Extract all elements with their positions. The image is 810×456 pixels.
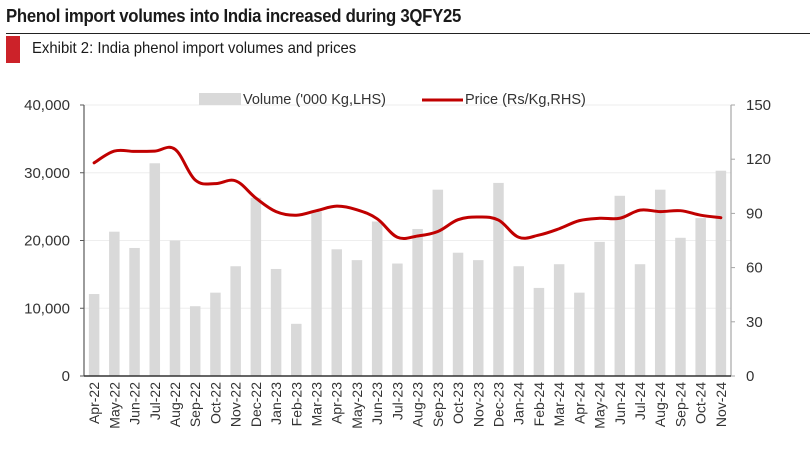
volume-bar xyxy=(250,197,262,376)
legend-volume-label: Volume ('000 Kg,LHS) xyxy=(243,92,386,108)
axes xyxy=(80,104,735,377)
volume-bar xyxy=(533,287,545,376)
x-tick-label: Dec-23 xyxy=(490,382,506,427)
volume-bar xyxy=(311,211,322,376)
x-tick-label: Oct-24 xyxy=(693,382,709,424)
y-right-tick-label: 30 xyxy=(746,314,763,331)
volume-bar xyxy=(614,195,626,376)
volume-bar xyxy=(392,263,403,376)
headline-divider xyxy=(6,33,810,34)
volume-bar xyxy=(331,249,342,376)
volume-bar xyxy=(493,182,504,376)
x-tick-label: Jan-23 xyxy=(268,382,284,425)
y-left-tick-label: 0 xyxy=(62,368,70,385)
volume-bar xyxy=(169,240,181,376)
x-tick-label: Sep-23 xyxy=(430,382,446,427)
x-tick-label: Aug-23 xyxy=(410,382,426,427)
volume-bar xyxy=(574,292,585,376)
x-tick-labels: Apr-22 May-22 Jun-22 Jul-22 Aug-22 Sep-22 Oct-… xyxy=(86,382,729,429)
y-right-tick-labels: 0 30 60 90 120 150 xyxy=(746,97,771,385)
x-tick-label: Jul-22 xyxy=(147,382,163,420)
x-tick-label: Jun-22 xyxy=(127,382,143,425)
y-left-tick-label: 10,000 xyxy=(24,300,70,317)
x-tick-label: Nov-22 xyxy=(228,382,244,427)
volume-bar xyxy=(230,266,241,376)
volume-bar xyxy=(473,260,484,376)
volume-bar xyxy=(634,264,646,376)
x-tick-label: Aug-22 xyxy=(167,382,183,427)
volume-bar xyxy=(189,306,201,376)
volume-bar xyxy=(371,221,383,376)
x-tick-label: Apr-24 xyxy=(571,382,587,424)
volume-bar xyxy=(149,163,161,376)
volume-bar xyxy=(594,241,605,376)
volume-bar xyxy=(553,264,565,376)
gridlines xyxy=(84,104,731,309)
x-tick-label: Jul-24 xyxy=(632,382,648,420)
y-left-tick-label: 30,000 xyxy=(24,165,70,182)
x-tick-label: Oct-23 xyxy=(450,382,466,424)
x-tick-label: Aug-24 xyxy=(652,382,668,427)
legend: Volume ('000 Kg,LHS) Price (Rs/Kg,RHS) xyxy=(199,92,586,108)
price-line xyxy=(92,145,723,240)
x-tick-label: Dec-22 xyxy=(248,382,264,427)
volume-bar xyxy=(291,323,302,376)
price-line-group xyxy=(92,145,723,240)
y-right-tick-label: 90 xyxy=(746,205,763,222)
x-tick-label: Jun-23 xyxy=(369,382,385,425)
x-tick-label: Jun-24 xyxy=(612,382,628,425)
x-tick-label: Mar-23 xyxy=(309,382,325,427)
y-right-tick-label: 150 xyxy=(746,97,771,114)
x-tick-label: Sep-24 xyxy=(672,382,688,427)
y-right-tick-label: 60 xyxy=(746,260,763,277)
volume-bar xyxy=(210,292,221,376)
volume-bar xyxy=(432,189,444,376)
volume-bar xyxy=(715,170,727,376)
y-left-tick-labels: 0 10,000 20,000 30,000 40,000 xyxy=(24,97,70,385)
x-tick-label: Feb-24 xyxy=(531,382,547,427)
volume-bar xyxy=(513,266,524,376)
volume-bar xyxy=(88,294,100,376)
volume-bar xyxy=(452,252,464,376)
volume-bar xyxy=(412,228,423,376)
volume-bar xyxy=(695,218,706,376)
x-tick-label: Sep-22 xyxy=(187,382,203,427)
y-right-tick-label: 120 xyxy=(746,151,771,168)
volume-bar xyxy=(109,231,120,376)
exhibit-accent-bar xyxy=(6,36,20,63)
x-tick-label: Jul-23 xyxy=(389,382,405,420)
x-tick-label: Oct-22 xyxy=(207,382,223,424)
x-tick-label: Apr-22 xyxy=(86,382,102,424)
x-tick-label: Feb-23 xyxy=(288,382,304,427)
x-tick-label: May-23 xyxy=(349,382,365,429)
legend-price-label: Price (Rs/Kg,RHS) xyxy=(465,92,586,108)
x-tick-label: Nov-23 xyxy=(470,382,486,427)
x-tick-label: May-24 xyxy=(592,382,608,429)
volume-bars xyxy=(88,163,727,376)
x-tick-label: Nov-24 xyxy=(713,382,729,427)
y-left-tick-label: 40,000 xyxy=(24,97,70,114)
volume-bar xyxy=(270,268,282,376)
page-headline: Phenol import volumes into India increas… xyxy=(6,6,462,26)
x-tick-label: Mar-24 xyxy=(551,382,567,427)
legend-volume-swatch xyxy=(199,93,241,105)
x-tick-label: Apr-23 xyxy=(329,382,345,424)
volume-bar xyxy=(675,237,686,376)
x-tick-label: Jan-24 xyxy=(511,382,527,425)
y-right-tick-label: 0 xyxy=(746,368,754,385)
volume-bar xyxy=(351,260,363,376)
exhibit-title: Exhibit 2: India phenol import volumes a… xyxy=(32,40,357,57)
volume-bar xyxy=(654,189,666,376)
y-left-tick-label: 20,000 xyxy=(24,233,70,250)
x-tick-label: May-22 xyxy=(106,382,122,429)
volume-bar xyxy=(129,247,140,376)
